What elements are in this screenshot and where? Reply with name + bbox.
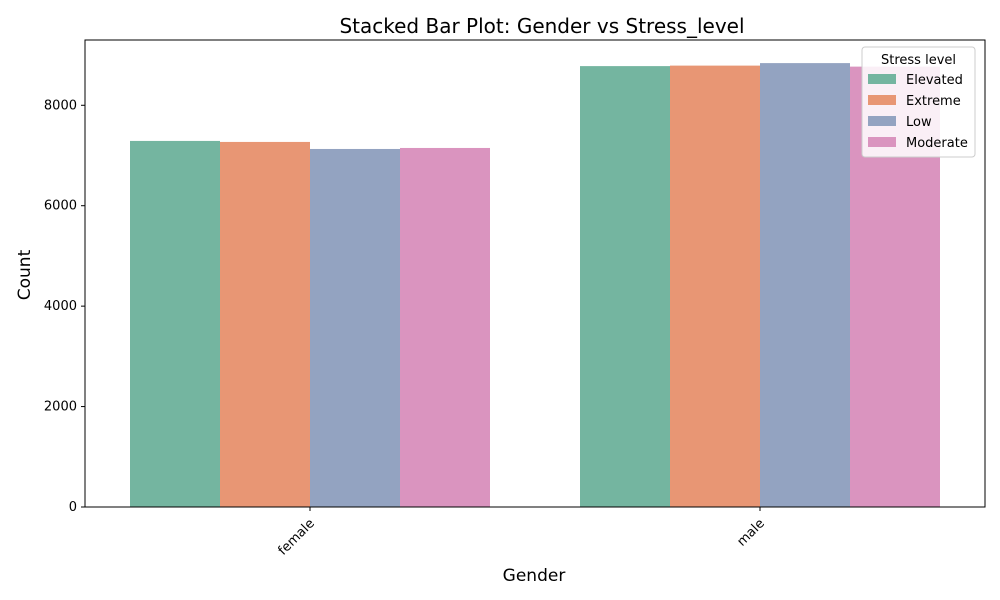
legend-swatch-extreme: [868, 95, 896, 105]
x-axis-label: Gender: [503, 566, 566, 586]
legend-swatch-elevated: [868, 74, 896, 84]
y-tick-label: 8000: [44, 98, 77, 113]
bar-female-extreme: [220, 141, 310, 507]
chart-title: Stacked Bar Plot: Gender vs Stress_level: [339, 14, 744, 38]
legend-label-elevated: Elevated: [906, 73, 963, 88]
x-tick-label-male: male: [734, 516, 767, 549]
y-tick-label: 2000: [44, 400, 77, 415]
legend-swatch-moderate: [868, 137, 896, 147]
legend-label-low: Low: [906, 115, 932, 130]
x-axis: female male: [276, 507, 768, 559]
y-tick-label: 4000: [44, 299, 77, 314]
bars-group: [130, 63, 940, 508]
legend-swatch-low: [868, 116, 896, 126]
bar-female-elevated: [130, 140, 220, 507]
legend-label-moderate: Moderate: [906, 136, 968, 151]
legend-label-extreme: Extreme: [906, 94, 961, 109]
bar-male-low: [760, 63, 850, 507]
y-axis-label: Count: [15, 249, 35, 300]
bar-female-moderate: [400, 147, 490, 507]
y-tick-label: 0: [69, 500, 77, 515]
plot-frame: [84, 39, 986, 508]
x-tick-label-female: female: [276, 516, 318, 558]
bar-female-low: [310, 148, 400, 507]
bar-male-elevated: [580, 66, 670, 508]
legend-title: Stress level: [881, 53, 956, 68]
y-tick-label: 6000: [44, 199, 77, 214]
y-axis: 0 2000 4000 6000 8000: [44, 98, 85, 515]
bar-male-extreme: [670, 65, 760, 507]
legend: Stress level Elevated Extreme Low Moderate: [861, 46, 976, 158]
